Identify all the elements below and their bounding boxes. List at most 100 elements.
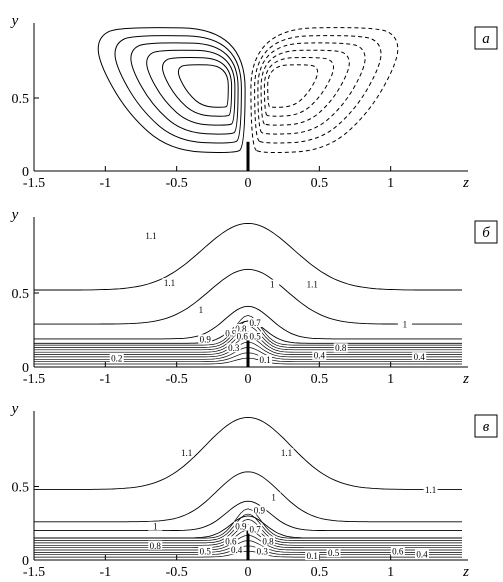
x-axis-label: z <box>462 175 469 191</box>
contour-line-wall <box>34 508 462 539</box>
x-tick-label: 0 <box>245 372 252 387</box>
contour-line-wall <box>34 534 462 551</box>
y-tick-label: 0.5 <box>12 481 30 496</box>
contour-line-wall <box>34 550 462 558</box>
x-tick-label: 0 <box>245 176 252 191</box>
x-tick-label: -0.5 <box>166 372 188 387</box>
contour-label: 1.1 <box>181 448 192 458</box>
contour-label: 1.1 <box>281 448 292 458</box>
contour-label-bg <box>252 505 267 515</box>
y-tick-label: 0.5 <box>12 287 30 302</box>
contour-line-wall <box>34 347 462 360</box>
x-tick-label: 1 <box>387 565 394 580</box>
contour-label-bg <box>148 521 163 531</box>
level-contours <box>34 416 462 558</box>
panel-label: а <box>482 31 490 47</box>
level-contours <box>34 222 462 365</box>
contour-line-wall <box>34 524 462 546</box>
contour-label: 0.4 <box>414 352 426 362</box>
contour-label: 0.9 <box>235 522 247 532</box>
contour-label-bg <box>255 546 270 556</box>
contour-label: 0.8 <box>150 541 162 551</box>
contour-label-bg <box>235 331 250 341</box>
x-tick-label: -1 <box>99 372 111 387</box>
contour-line-wall <box>34 341 462 358</box>
contour-label-bg <box>279 448 294 458</box>
contour-label-bg <box>423 484 438 494</box>
contour-line <box>34 471 462 523</box>
contour-label: 1.1 <box>307 280 318 290</box>
contour-label-bg <box>223 328 238 338</box>
contour-label: 0.3 <box>257 547 269 557</box>
contour-label: 0.6 <box>237 331 249 341</box>
panel-label-box <box>474 26 498 50</box>
panel-label-box <box>474 220 498 244</box>
contour-label: 0.1 <box>259 355 270 365</box>
contour-label-bg <box>258 355 273 365</box>
contour-label-bg <box>312 350 327 360</box>
y-tick-label: 0 <box>22 165 29 180</box>
contour-label: 0.7 <box>250 318 262 328</box>
x-tick-label: -1.5 <box>23 565 45 580</box>
vortex-left-contour <box>114 35 242 144</box>
contour-label: 0.9 <box>200 334 212 344</box>
contour-label: 1 <box>270 280 275 290</box>
vortex-left-contour <box>97 27 246 154</box>
contour-label-bg <box>333 343 348 353</box>
vortex-left-contour <box>177 64 229 108</box>
x-axis-label: z <box>462 371 469 387</box>
contour-label: 1.1 <box>164 278 175 288</box>
contour-line-wall <box>34 325 462 351</box>
contour-label: 0.2 <box>111 354 122 364</box>
contour-label-bg <box>326 548 341 558</box>
y-axis-label: y <box>10 13 19 29</box>
x-tick-label: 0 <box>245 565 252 580</box>
contour-label: 0.9 <box>225 328 237 338</box>
vortex-right-contour <box>254 35 382 144</box>
contour-line <box>34 500 462 532</box>
y-tick-label: 0.5 <box>12 92 30 107</box>
contour-line <box>34 416 462 490</box>
contour-label-bg <box>266 492 281 502</box>
contour-label-bg <box>223 536 238 546</box>
contour-label-bg <box>193 304 208 314</box>
x-tick-label: -1 <box>99 565 111 580</box>
contour-label: 0.5 <box>328 548 340 558</box>
panel-label: в <box>483 419 490 435</box>
vortex-right-contour <box>260 49 350 126</box>
contour-label: 0.8 <box>262 536 274 546</box>
x-tick-label: 0.5 <box>311 372 329 387</box>
contour-label: 0.6 <box>392 547 404 557</box>
contour-line <box>34 305 462 340</box>
contour-label-bg <box>109 353 124 363</box>
x-tick-label: -1 <box>99 176 111 191</box>
x-tick-label: -0.5 <box>166 176 188 191</box>
x-tick-label: -0.5 <box>166 565 188 580</box>
contour-label-bg <box>248 331 263 341</box>
contour-label: 1 <box>153 522 158 532</box>
x-tick-label: 1 <box>387 176 394 191</box>
contour-label-bg <box>305 279 320 289</box>
contour-label-bg <box>305 551 320 561</box>
x-axis-label: z <box>462 564 469 580</box>
vortex-left-contour <box>161 57 233 117</box>
y-axis-label: y <box>10 207 19 223</box>
contour-line-wall <box>34 315 462 346</box>
contour-label-bg <box>162 278 177 288</box>
contour-line-wall <box>34 513 462 541</box>
contour-line <box>34 222 462 291</box>
contour-label-bg <box>143 230 158 240</box>
contour-label: 1.1 <box>425 485 436 495</box>
x-tick-label: 0.5 <box>311 565 329 580</box>
contour-line-wall <box>34 540 462 553</box>
contour-line-wall <box>34 320 462 348</box>
contour-line <box>34 268 462 325</box>
contour-label-bg <box>226 343 241 353</box>
x-tick-label: 1 <box>387 372 394 387</box>
contour-label: 0.1 <box>307 551 318 561</box>
contour-label-bg <box>229 545 244 555</box>
contour-label: 0.6 <box>225 536 237 546</box>
contour-label-bg <box>397 319 412 329</box>
